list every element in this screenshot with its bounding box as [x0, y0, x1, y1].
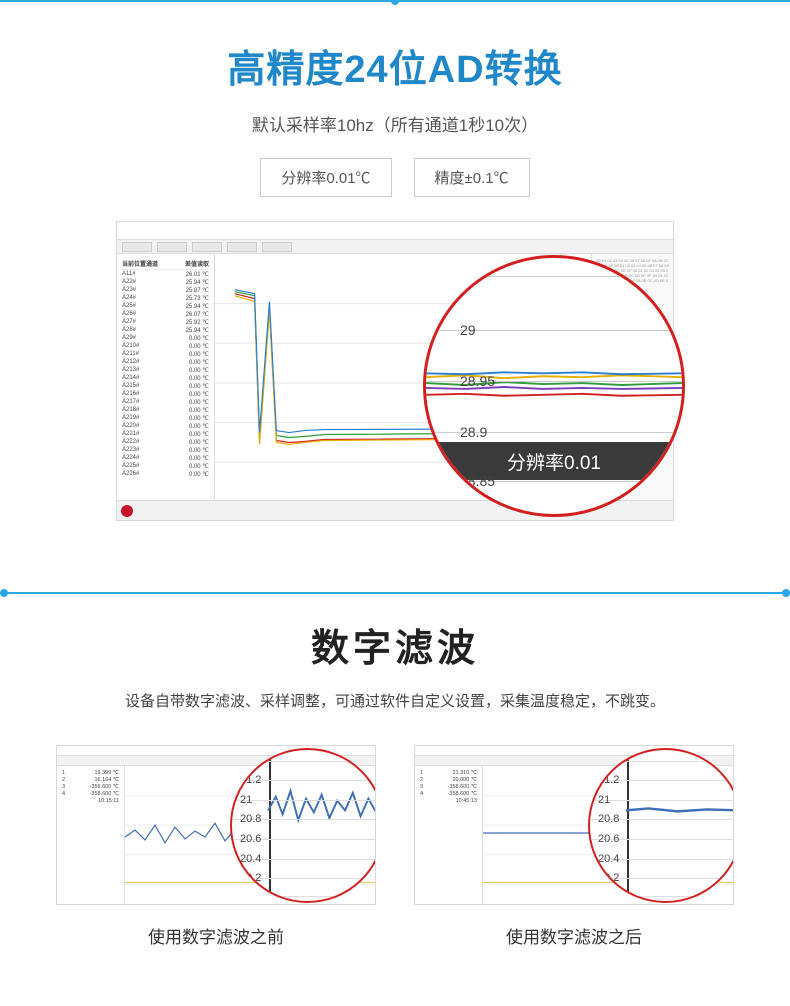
top-divider	[0, 0, 790, 2]
channel-row: A214#0.00 ℃	[120, 374, 211, 382]
mini-lens-inner: 21.4 21.2 21 20.8 20.6 20.4 20.2 20	[590, 750, 734, 901]
channel-row: A25#25.94 ℃	[120, 302, 211, 310]
channel-row: A224#0.00 ℃	[120, 454, 211, 462]
caption-before: 使用数字滤波之前	[56, 923, 376, 948]
zoom-ytick-label: 28.95	[460, 373, 495, 389]
mini-ytick-label: 20.2	[598, 872, 619, 884]
channel-row: A221#0.00 ℃	[120, 430, 211, 438]
channel-row: A211#0.00 ℃	[120, 350, 211, 358]
compare-row: 119.399 ℃216.164 ℃3-356.600 ℃4-358.600 ℃…	[0, 745, 790, 948]
mini-ytick-label: 21	[598, 794, 610, 806]
app-toolbar	[117, 240, 673, 254]
divider-dot	[782, 589, 790, 597]
spec-accuracy: 精度±0.1℃	[414, 158, 530, 197]
channel-row: A223#0.00 ℃	[120, 446, 211, 454]
section1-title: 高精度24位AD转换	[0, 38, 790, 93]
mini-ytick-label: 21.2	[598, 774, 619, 786]
channel-row: A24#25.73 ℃	[120, 294, 211, 302]
toolbar-button	[157, 242, 187, 252]
mini-ytick-label: 20.8	[240, 813, 261, 825]
compare-after: 121.310 ℃220.600 ℃3-358.600 ℃4-358.600 ℃…	[414, 745, 734, 948]
channel-row: A29#0.00 ℃	[120, 334, 211, 342]
mini-lens-before: 21.4 21.2 21 20.8 20.6 20.4 20.2 20	[230, 748, 376, 903]
channel-row: A217#0.00 ℃	[120, 398, 211, 406]
mini-row: 3-356.600 ℃	[60, 783, 121, 790]
channel-row: A225#0.00 ℃	[120, 462, 211, 470]
mini-row: 220.600 ℃	[418, 776, 479, 783]
mini-gridline	[590, 800, 734, 801]
zoom-inner: 分辨率0.01 52928.9528.928.85	[426, 258, 682, 514]
mini-row: 10:15:11	[60, 797, 121, 804]
mini-ytick-label: 21.4	[598, 755, 619, 767]
mini-row: 119.399 ℃	[60, 769, 121, 776]
toolbar-button	[192, 242, 222, 252]
channel-row: A213#0.00 ℃	[120, 366, 211, 374]
channel-row: A28#25.94 ℃	[120, 326, 211, 334]
caption-after: 使用数字滤波之后	[414, 923, 734, 948]
channel-row: A210#0.00 ℃	[120, 342, 211, 350]
mini-row: 3-358.600 ℃	[418, 783, 479, 790]
mini-row: 4-358.600 ℃	[418, 790, 479, 797]
mini-gridline	[590, 896, 734, 897]
mini-gridline	[232, 896, 376, 897]
mini-row: 10:45:13	[418, 797, 479, 804]
mini-ytick-label: 20.8	[598, 813, 619, 825]
channel-row: A27#25.92 ℃	[120, 318, 211, 326]
mini-ytick-label: 20.2	[240, 872, 261, 884]
toolbar-button	[122, 242, 152, 252]
app-titlebar	[117, 222, 673, 240]
channel-row: A226#0.00 ℃	[120, 470, 211, 478]
mini-screenshot-after: 121.310 ℃220.600 ℃3-358.600 ℃4-358.600 ℃…	[414, 745, 734, 905]
channel-row: A22#25.94 ℃	[120, 278, 211, 286]
mini-row: 4-358.600 ℃	[60, 790, 121, 797]
zoom-ytick-label: 29	[460, 322, 476, 338]
mini-ytick-label: 20	[240, 890, 252, 902]
divider-dot	[0, 589, 8, 597]
channel-list: 当前位置通道差值读取A11#26.01 ℃A22#25.94 ℃A23#25.8…	[117, 254, 215, 500]
channel-row: A215#0.00 ℃	[120, 382, 211, 390]
mini-row: 121.310 ℃	[418, 769, 479, 776]
mid-divider	[0, 592, 790, 594]
zoom-ytick-label: 28.85	[460, 473, 495, 489]
spec-resolution: 分辨率0.01℃	[260, 158, 391, 197]
channel-row: A216#0.00 ℃	[120, 390, 211, 398]
zoom-ytick-label: 28.9	[460, 424, 487, 440]
mini-ytick-label: 20	[598, 890, 610, 902]
section1-subtitle: 默认采样率10hz（所有通道1秒10次）	[0, 111, 790, 136]
channel-row: A23#25.87 ℃	[120, 286, 211, 294]
mini-ytick-label: 21.4	[240, 755, 261, 767]
toolbar-button	[227, 242, 257, 252]
spec-row: 分辨率0.01℃ 精度±0.1℃	[0, 158, 790, 197]
channel-row: A212#0.00 ℃	[120, 358, 211, 366]
mini-channel-list: 119.399 ℃216.164 ℃3-356.600 ℃4-358.600 ℃…	[57, 766, 125, 904]
mini-ytick-label: 20.4	[598, 853, 619, 865]
zoom-lens: 分辨率0.01 52928.9528.928.85	[423, 255, 685, 517]
mini-ytick-label: 20.6	[598, 833, 619, 845]
mini-gridline	[232, 800, 376, 801]
logo-icon	[121, 505, 133, 517]
mini-ytick-label: 21	[240, 794, 252, 806]
mini-ytick-label: 21.2	[240, 774, 261, 786]
section-digital-filter: 数字滤波 设备自带数字滤波、采样调整，可通过软件自定义设置，采集温度稳定，不跳变…	[0, 571, 790, 948]
mini-lens-inner: 21.4 21.2 21 20.8 20.6 20.4 20.2 20	[232, 750, 376, 901]
channel-row: A26#26.07 ℃	[120, 310, 211, 318]
section2-subtitle: 设备自带数字滤波、采样调整，可通过软件自定义设置，采集温度稳定，不跳变。	[0, 690, 790, 711]
section2-title: 数字滤波	[0, 617, 790, 672]
toolbar-button	[262, 242, 292, 252]
channel-row: A222#0.00 ℃	[120, 438, 211, 446]
channel-row: A219#0.00 ℃	[120, 414, 211, 422]
channel-row: A220#0.00 ℃	[120, 422, 211, 430]
mini-lens-after: 21.4 21.2 21 20.8 20.6 20.4 20.2 20	[588, 748, 734, 903]
mini-screenshot-before: 119.399 ℃216.164 ℃3-356.600 ℃4-358.600 ℃…	[56, 745, 376, 905]
channel-row: A11#26.01 ℃	[120, 270, 211, 278]
zoom-ytick-label: 5	[460, 268, 468, 284]
mini-ytick-label: 20.4	[240, 853, 261, 865]
mini-row: 216.164 ℃	[60, 776, 121, 783]
mini-channel-list: 121.310 ℃220.600 ℃3-358.600 ℃4-358.600 ℃…	[415, 766, 483, 904]
mini-ytick-label: 20.6	[240, 833, 261, 845]
channel-row: A218#0.00 ℃	[120, 406, 211, 414]
compare-before: 119.399 ℃216.164 ℃3-356.600 ℃4-358.600 ℃…	[56, 745, 376, 948]
